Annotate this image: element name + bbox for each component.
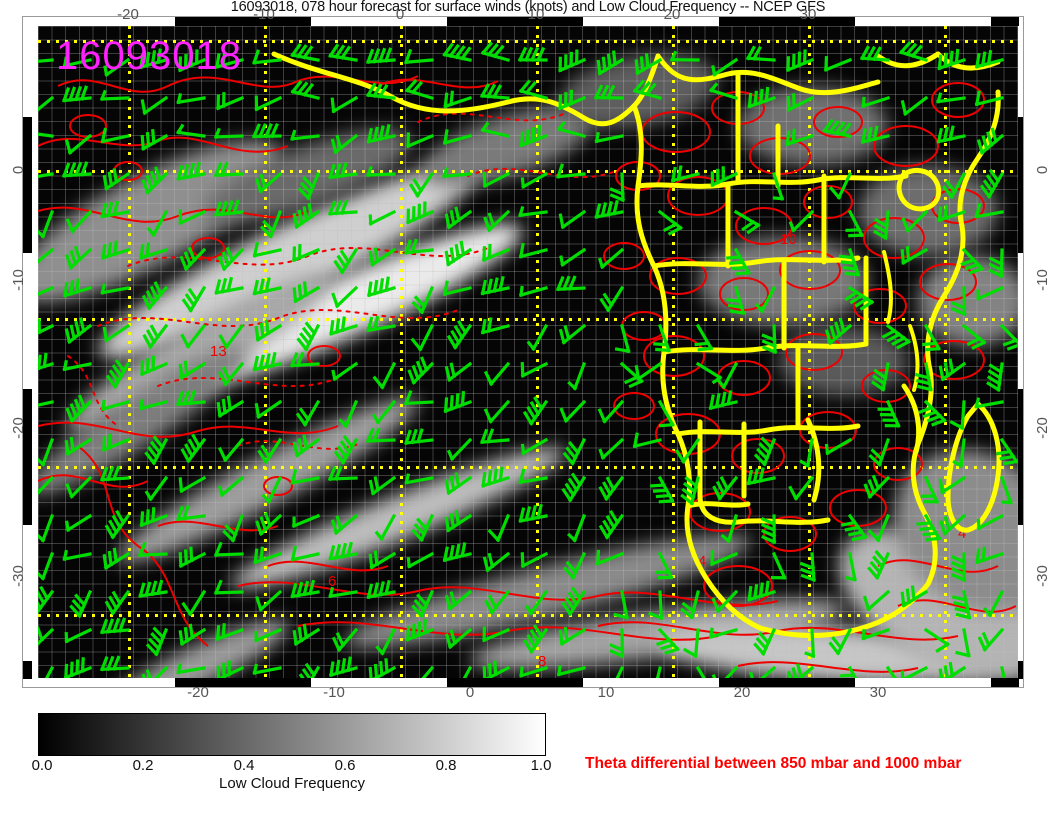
svg-text:10: 10 [780, 231, 797, 248]
xtick-top-4: 20 [663, 6, 681, 23]
graticule-lon--10 [264, 26, 267, 678]
svg-text:8: 8 [538, 653, 546, 670]
graticule-lon--20 [128, 26, 131, 678]
ytick-left-1: -10 [10, 269, 27, 291]
xtick-bottom-4: 20 [733, 684, 751, 701]
graticule-lat--20 [38, 466, 1018, 469]
date-stamp: 16093018 [56, 34, 242, 78]
graticule-lon-0 [400, 26, 403, 678]
graticule-lon-10 [536, 26, 539, 678]
xtick-bottom-3: 10 [597, 684, 615, 701]
graticule-lon-30 [808, 26, 811, 678]
surface-wind-barbs [38, 40, 1018, 678]
map-plot-area[interactable]: 13 10 4 6 8 4 [38, 26, 1018, 678]
graticule-lon-40 [944, 26, 947, 678]
colorbar-tick-0: 0.0 [31, 757, 53, 774]
svg-text:4: 4 [958, 525, 966, 542]
ytick-right-0: 0 [1034, 165, 1051, 175]
xtick-top-3: 10 [527, 6, 545, 23]
axis-band-bottom [39, 678, 1019, 687]
theta-caption: Theta differential between 850 mbar and … [585, 755, 962, 772]
svg-text:4: 4 [698, 553, 706, 570]
ytick-right-1: -10 [1034, 269, 1051, 291]
xtick-top-1: -10 [253, 6, 275, 23]
colorbar-tick-2: 0.4 [233, 757, 255, 774]
xtick-bottom-1: -10 [323, 684, 345, 701]
xtick-top-5: 30 [799, 6, 817, 23]
axis-band-top [39, 17, 1019, 26]
ytick-right-3: -30 [1034, 565, 1051, 587]
graticule-lat-0 [38, 170, 1018, 173]
axis-band-left [23, 27, 32, 679]
colorbar-tick-3: 0.6 [334, 757, 356, 774]
graticule-lat--10 [38, 318, 1018, 321]
ytick-left-0: 0 [10, 165, 27, 175]
colorbar-tick-5: 1.0 [530, 757, 552, 774]
colorbar-tick-1: 0.2 [132, 757, 154, 774]
svg-text:6: 6 [328, 573, 336, 590]
colorbar-tick-4: 0.8 [435, 757, 457, 774]
svg-text:13: 13 [210, 343, 227, 360]
colorbar-label: Low Cloud Frequency [219, 775, 365, 792]
xtick-top-2: 0 [395, 6, 405, 23]
xtick-bottom-0: -20 [187, 684, 209, 701]
page-title: 16093018, 078 hour forecast for surface … [230, 0, 826, 15]
xtick-bottom-2: 0 [465, 684, 475, 701]
axis-band-right [1014, 27, 1023, 679]
xtick-top-0: -20 [117, 6, 139, 23]
graticule-lat-5 [38, 40, 1018, 43]
ytick-left-2: -20 [10, 417, 27, 439]
ytick-left-3: -30 [10, 565, 27, 587]
colorbar [38, 713, 546, 756]
xtick-bottom-5: 30 [869, 684, 887, 701]
graticule-lat--30 [38, 614, 1018, 617]
ytick-right-2: -20 [1034, 417, 1051, 439]
